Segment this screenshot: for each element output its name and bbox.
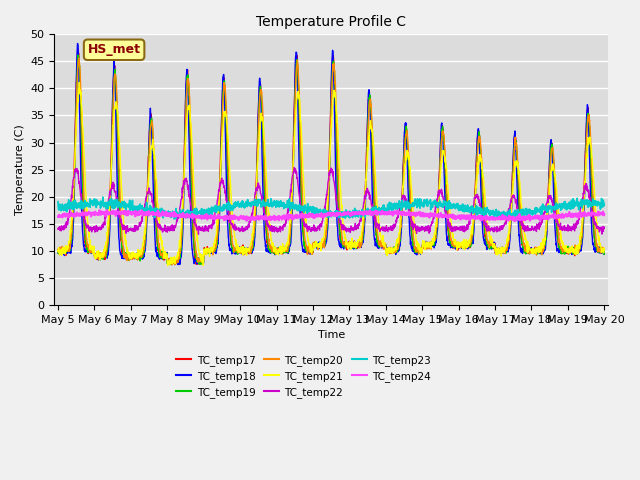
- TC_temp23: [600, 202, 608, 207]
- TC_temp20: [359, 228, 367, 233]
- TC_temp18: [74, 41, 81, 47]
- TC_temp21: [164, 263, 172, 269]
- TC_temp22: [291, 165, 298, 170]
- TC_temp20: [568, 248, 575, 254]
- TC_temp23: [347, 211, 355, 217]
- TC_temp22: [568, 227, 575, 233]
- Y-axis label: Temperature (C): Temperature (C): [15, 124, 25, 215]
- Legend: TC_temp17, TC_temp18, TC_temp19, TC_temp20, TC_temp21, TC_temp22, TC_temp23, TC_: TC_temp17, TC_temp18, TC_temp19, TC_temp…: [172, 351, 435, 402]
- Line: TC_temp23: TC_temp23: [58, 197, 604, 219]
- TC_temp17: [171, 262, 179, 267]
- TC_temp24: [96, 207, 104, 213]
- TC_temp17: [54, 250, 62, 255]
- TC_temp24: [600, 211, 608, 217]
- TC_temp19: [348, 244, 355, 250]
- Line: TC_temp17: TC_temp17: [58, 49, 604, 264]
- TC_temp20: [490, 244, 498, 250]
- Line: TC_temp20: TC_temp20: [58, 58, 604, 265]
- TC_temp17: [74, 46, 82, 52]
- TC_temp18: [359, 240, 367, 245]
- TC_temp18: [552, 240, 560, 246]
- TC_temp19: [54, 250, 62, 256]
- Line: TC_temp19: TC_temp19: [58, 55, 604, 265]
- TC_temp19: [167, 262, 175, 268]
- TC_temp21: [207, 245, 214, 251]
- TC_temp18: [348, 243, 355, 249]
- TC_temp18: [175, 262, 183, 267]
- TC_temp24: [552, 214, 560, 219]
- TC_temp23: [54, 199, 62, 204]
- TC_temp23: [501, 216, 509, 222]
- TC_temp17: [348, 242, 355, 248]
- TC_temp21: [600, 247, 608, 253]
- TC_temp21: [552, 185, 560, 191]
- TC_temp18: [600, 248, 608, 254]
- TC_temp17: [359, 227, 367, 232]
- TC_temp21: [76, 80, 83, 85]
- TC_temp20: [552, 203, 560, 209]
- TC_temp22: [207, 223, 214, 229]
- TC_temp21: [568, 247, 575, 253]
- TC_temp21: [490, 241, 498, 247]
- TC_temp22: [490, 227, 498, 232]
- TC_temp18: [490, 243, 498, 249]
- TC_temp20: [348, 242, 355, 248]
- TC_temp20: [207, 248, 214, 254]
- TC_temp19: [568, 245, 575, 251]
- TC_temp24: [359, 210, 367, 216]
- TC_temp24: [54, 214, 62, 220]
- TC_temp21: [54, 248, 62, 253]
- TC_temp24: [568, 214, 575, 220]
- TC_temp19: [600, 252, 608, 257]
- TC_temp23: [207, 208, 214, 214]
- TC_temp20: [600, 247, 608, 252]
- Line: TC_temp21: TC_temp21: [58, 83, 604, 266]
- TC_temp23: [99, 194, 107, 200]
- TC_temp19: [359, 233, 367, 239]
- TC_temp19: [490, 243, 498, 249]
- TC_temp19: [207, 248, 214, 253]
- TC_temp23: [359, 208, 367, 214]
- TC_temp19: [552, 218, 560, 224]
- X-axis label: Time: Time: [317, 330, 345, 340]
- TC_temp17: [568, 247, 575, 253]
- TC_temp18: [207, 250, 214, 255]
- TC_temp20: [54, 247, 62, 253]
- TC_temp22: [195, 231, 202, 237]
- TC_temp23: [490, 209, 498, 215]
- TC_temp17: [490, 244, 498, 250]
- TC_temp21: [359, 213, 367, 218]
- Title: Temperature Profile C: Temperature Profile C: [256, 15, 406, 29]
- TC_temp17: [207, 246, 214, 252]
- Line: TC_temp24: TC_temp24: [58, 210, 604, 221]
- Text: HS_met: HS_met: [88, 43, 141, 56]
- TC_temp18: [568, 247, 575, 253]
- TC_temp24: [490, 216, 498, 222]
- TC_temp22: [359, 204, 367, 210]
- TC_temp24: [347, 211, 355, 216]
- TC_temp24: [511, 218, 518, 224]
- TC_temp21: [348, 242, 355, 248]
- TC_temp22: [54, 226, 62, 232]
- Line: TC_temp22: TC_temp22: [58, 168, 604, 234]
- TC_temp17: [600, 247, 608, 253]
- TC_temp19: [74, 52, 82, 58]
- Line: TC_temp18: TC_temp18: [58, 44, 604, 264]
- TC_temp22: [552, 217, 560, 223]
- TC_temp17: [552, 226, 560, 231]
- TC_temp24: [207, 216, 214, 221]
- TC_temp23: [568, 197, 575, 203]
- TC_temp20: [75, 55, 83, 61]
- TC_temp23: [552, 200, 560, 206]
- TC_temp22: [348, 224, 355, 230]
- TC_temp18: [54, 250, 62, 256]
- TC_temp22: [600, 225, 608, 230]
- TC_temp20: [168, 262, 176, 268]
